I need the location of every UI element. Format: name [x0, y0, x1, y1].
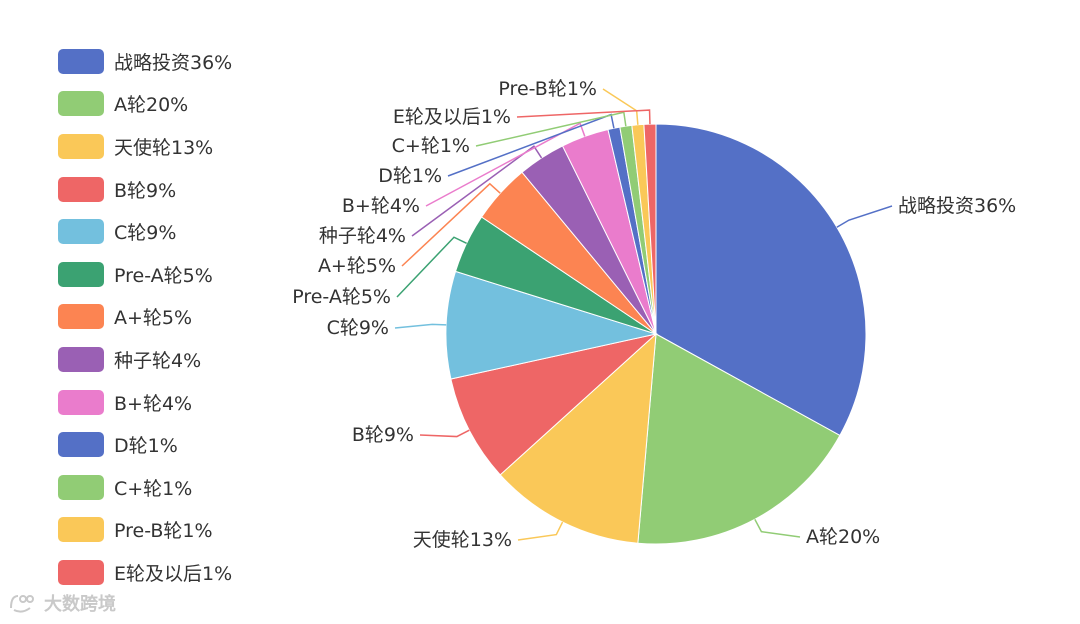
leader-line	[394, 323, 447, 329]
watermark-text: 大数跨境	[44, 594, 116, 615]
legend-item[interactable]: B+轮4%	[58, 381, 232, 424]
label-leader-lines	[394, 88, 893, 541]
leader-line	[516, 109, 651, 125]
leader-line	[602, 88, 639, 125]
legend-swatch	[58, 133, 104, 159]
legend-swatch	[58, 474, 104, 500]
slice-label: E轮及以后1%	[393, 106, 511, 128]
legend-item[interactable]: Pre-A轮5%	[58, 253, 232, 296]
legend-label: C+轮1%	[114, 477, 193, 500]
pie-slices	[445, 123, 867, 545]
legend-item[interactable]: E轮及以后1%	[58, 551, 232, 594]
legend-item[interactable]: D轮1%	[58, 423, 232, 466]
slice-label: A轮20%	[806, 526, 880, 548]
legend-label: 天使轮13%	[114, 136, 214, 159]
legend-swatch	[58, 389, 104, 415]
legend-label: B+轮4%	[114, 392, 193, 415]
leader-line	[517, 521, 564, 541]
pie-slice[interactable]	[499, 332, 657, 544]
legend-item[interactable]: 天使轮13%	[58, 125, 232, 168]
legend-item[interactable]: C+轮1%	[58, 466, 232, 509]
legend-swatch	[58, 91, 104, 117]
legend-swatch	[58, 176, 104, 202]
slice-label: B轮9%	[352, 424, 414, 446]
slice-label: D轮1%	[378, 165, 442, 187]
slice-label: C+轮1%	[392, 135, 470, 157]
slice-label: Pre-A轮5%	[292, 286, 391, 308]
legend-label: 战略投资36%	[114, 51, 233, 74]
leader-line	[411, 145, 543, 237]
legend-swatch	[58, 48, 104, 74]
legend-item[interactable]: A+轮5%	[58, 296, 232, 339]
pie-slice[interactable]	[637, 333, 841, 545]
legend-swatch	[58, 517, 104, 543]
legend: 战略投资36% A轮20% 天使轮13% B轮9% C轮9% Pre-A轮5% A+轮5% 种…	[58, 40, 232, 594]
slice-labels: 战略投资36% A轮20% 天使轮13% B轮9% C轮9% Pre-A轮5% A+轮5% 种…	[292, 78, 1016, 551]
legend-label: 种子轮4%	[114, 349, 202, 372]
watermark-logo-icon	[10, 595, 34, 613]
legend-item[interactable]: A轮20%	[58, 83, 232, 126]
pie-slice[interactable]	[643, 123, 657, 335]
legend-label: B轮9%	[114, 179, 177, 202]
legend-swatch	[58, 304, 104, 330]
legend-swatch	[58, 346, 104, 372]
slice-label: B+轮4%	[342, 195, 420, 217]
legend-item[interactable]: B轮9%	[58, 168, 232, 211]
legend-item[interactable]: 种子轮4%	[58, 338, 232, 381]
slice-label: A+轮5%	[318, 255, 396, 277]
leader-line	[396, 236, 467, 298]
leader-line	[419, 429, 470, 438]
slice-label: C轮9%	[327, 317, 389, 339]
legend-swatch	[58, 261, 104, 287]
leader-line	[754, 518, 801, 538]
slice-label: 种子轮4%	[319, 225, 406, 247]
legend-label: Pre-B轮1%	[114, 520, 213, 543]
leader-line	[401, 182, 501, 267]
watermark: 大数跨境	[8, 590, 116, 616]
legend-label: D轮1%	[114, 435, 178, 458]
legend-item[interactable]: C轮9%	[58, 210, 232, 253]
leader-line	[475, 111, 627, 147]
pie-slice[interactable]	[655, 123, 867, 437]
legend-swatch	[58, 559, 104, 585]
legend-item[interactable]: 战略投资36%	[58, 40, 232, 83]
legend-label: E轮及以后1%	[114, 562, 233, 585]
leader-line	[425, 122, 586, 207]
legend-label: Pre-A轮5%	[114, 264, 213, 287]
legend-label: A+轮5%	[114, 307, 193, 330]
legend-label: A轮20%	[114, 94, 189, 117]
slice-label: Pre-B轮1%	[498, 78, 597, 100]
legend-swatch	[58, 432, 104, 458]
slice-label: 战略投资36%	[898, 195, 1016, 217]
legend-item[interactable]: Pre-B轮1%	[58, 509, 232, 552]
legend-label: C轮9%	[114, 222, 177, 245]
leader-line	[836, 205, 893, 228]
legend-swatch	[58, 219, 104, 245]
slice-label: 天使轮13%	[413, 529, 512, 551]
